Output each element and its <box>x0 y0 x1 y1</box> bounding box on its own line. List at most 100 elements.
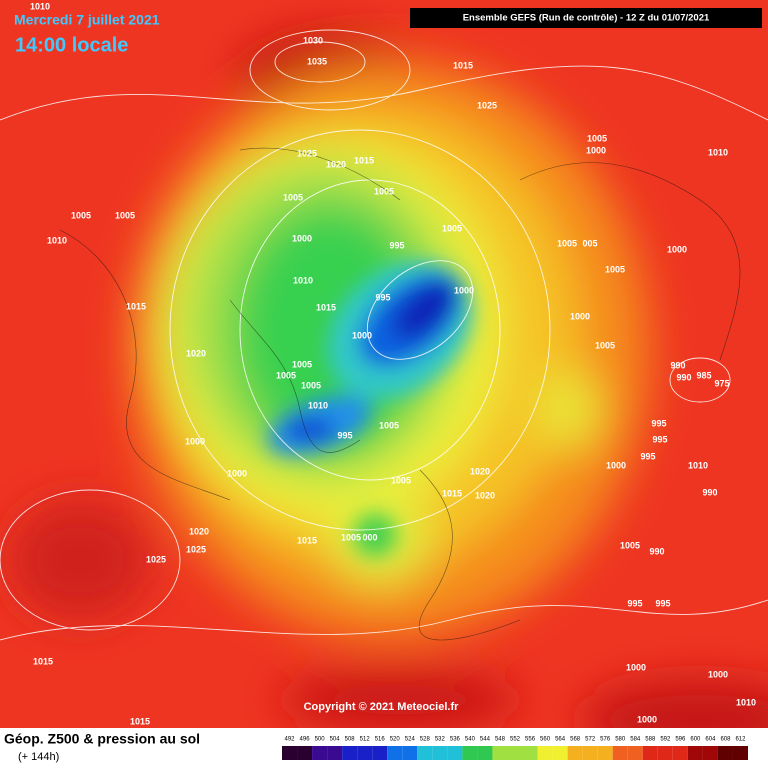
scale-label: 524 <box>405 737 416 743</box>
legend-subtitle: (+ 144h) <box>18 751 59 763</box>
pressure-label: 1000 <box>570 311 590 321</box>
pressure-label: 990 <box>670 360 685 370</box>
pressure-label: 1015 <box>442 488 462 498</box>
scale-label: 588 <box>645 737 656 743</box>
scale-swatch <box>297 746 313 760</box>
scale-swatch <box>507 746 523 760</box>
pressure-label: 1005 <box>605 264 625 274</box>
pressure-label: 1010 <box>688 460 708 470</box>
pressure-label: 1020 <box>470 466 490 476</box>
pressure-label: 1005 <box>379 420 399 430</box>
pressure-label: 1020 <box>186 348 206 358</box>
scale-label: 528 <box>420 737 431 743</box>
pressure-label: 990 <box>649 546 664 556</box>
pressure-label: 1005 <box>595 340 615 350</box>
scale-label: 512 <box>360 737 371 743</box>
pressure-label: 1005 <box>557 238 577 248</box>
pressure-label: 995 <box>627 598 642 608</box>
scale-label: 536 <box>450 737 461 743</box>
scale-label: 612 <box>735 737 746 743</box>
pressure-label: 1010 <box>30 1 50 11</box>
scale-swatch <box>357 746 373 760</box>
pressure-label: 995 <box>652 434 667 444</box>
scale-label: 564 <box>555 737 566 743</box>
pressure-label: 1005 <box>301 380 321 390</box>
pressure-label: 1030 <box>303 35 323 45</box>
scale-label: 596 <box>675 737 686 743</box>
scale-label: 504 <box>330 737 341 743</box>
model-box <box>410 8 762 28</box>
scale-label: 580 <box>615 737 626 743</box>
scale-swatch <box>732 746 748 760</box>
pressure-label: 1025 <box>297 148 317 158</box>
pressure-label: 1020 <box>189 526 209 536</box>
pressure-label: 995 <box>651 418 666 428</box>
pressure-label: 1005 <box>292 359 312 369</box>
pressure-label: 995 <box>337 430 352 440</box>
copyright: Copyright © 2021 Meteociel.fr <box>304 701 460 713</box>
pressure-label: 995 <box>640 451 655 461</box>
scale-swatch <box>492 746 508 760</box>
scale-swatch <box>717 746 733 760</box>
scale-swatch <box>372 746 388 760</box>
pressure-label: 995 <box>375 292 390 302</box>
model: Ensemble GEFS (Run de contrôle) - 12 Z d… <box>463 13 710 24</box>
scale-swatch <box>447 746 463 760</box>
pressure-label: 1005 <box>115 210 135 220</box>
pressure-label: 1015 <box>297 535 317 545</box>
scale-label: 508 <box>345 737 356 743</box>
pressure-label: 1005 <box>391 475 411 485</box>
pressure-label: 1005 <box>283 192 303 202</box>
scale-swatch <box>657 746 673 760</box>
pressure-label: 1035 <box>307 56 327 66</box>
scale-label: 608 <box>720 737 731 743</box>
time: 14:00 locale <box>15 34 128 56</box>
pressure-label: 990 <box>702 487 717 497</box>
scale-swatch <box>702 746 718 760</box>
pressure-label: 1015 <box>453 60 473 70</box>
pressure-label: 1020 <box>475 490 495 500</box>
scale-swatch <box>477 746 493 760</box>
pressure-label: 1000 <box>667 244 687 254</box>
pressure-label: 1020 <box>326 159 346 169</box>
scale-label: 548 <box>495 737 506 743</box>
pressure-label: 1000 <box>227 468 247 478</box>
scale-swatch <box>597 746 613 760</box>
scale-swatch <box>567 746 583 760</box>
scale-label: 584 <box>630 737 641 743</box>
scale-swatch <box>327 746 343 760</box>
pressure-label: 1015 <box>316 302 336 312</box>
scale-swatch <box>612 746 628 760</box>
pressure-label: 985 <box>696 370 711 380</box>
scale-label: 604 <box>705 737 716 743</box>
pressure-label: 995 <box>655 598 670 608</box>
scale-label: 556 <box>525 737 536 743</box>
pressure-label: 990 <box>676 372 691 382</box>
pressure-labels: 1010 1030 1035 1015 1025 1005 1000 1010 1025 1020… <box>30 1 756 726</box>
scale-swatch <box>402 746 418 760</box>
scale-label: 520 <box>390 737 401 743</box>
pressure-label: 1015 <box>126 301 146 311</box>
scale-swatch <box>342 746 358 760</box>
pressure-label: 1000 <box>185 436 205 446</box>
scale-label: 492 <box>285 737 296 743</box>
pressure-label: 005 <box>582 238 597 248</box>
scale-swatch <box>312 746 328 760</box>
pressure-label: 1015 <box>130 716 150 726</box>
pressure-label: 1000 <box>606 460 626 470</box>
scale-label: 516 <box>375 737 386 743</box>
scale-swatch <box>537 746 553 760</box>
scale-swatch <box>417 746 433 760</box>
scale-swatch <box>522 746 538 760</box>
scale-swatch <box>432 746 448 760</box>
pressure-label: 1005 <box>587 133 607 143</box>
pressure-label: 975 <box>714 378 729 388</box>
pressure-label: 1005 <box>442 223 462 233</box>
pressure-label: 1000 <box>708 669 728 679</box>
pressure-label: 1005 <box>620 540 640 550</box>
legend-title: Géop. Z500 & pression au sol <box>4 731 200 747</box>
pressure-label: 1015 <box>33 656 53 666</box>
pressure-label: 1000 <box>352 330 372 340</box>
